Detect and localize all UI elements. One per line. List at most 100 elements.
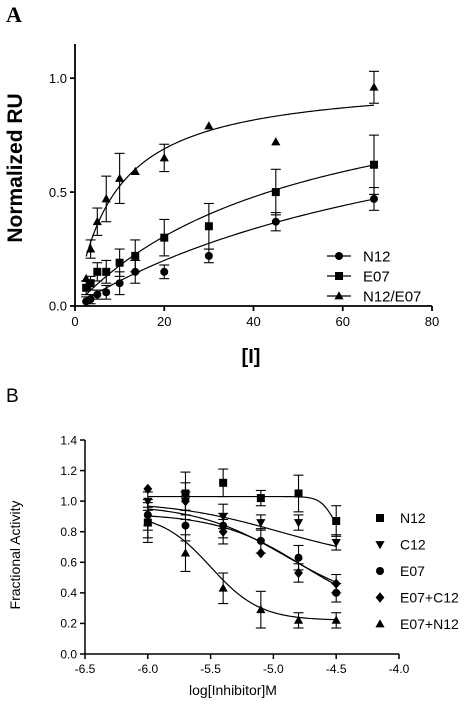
panel-a-point-n12	[102, 288, 111, 297]
panel-a-point-n12-e07	[159, 153, 169, 162]
panel-a-y-axis-label: Normalized RU	[4, 93, 27, 242]
panel-a-legend-label-e07: E07	[363, 268, 390, 285]
panel-b-y-tick-label: 0.4	[60, 586, 77, 600]
panel-a-legend-marker-e07	[335, 272, 343, 280]
panel-a-fit-curve-n12-e07	[85, 104, 375, 257]
panel-a-x-tick-label: 60	[336, 314, 350, 329]
panel-b-y-tick-label: 1.0	[60, 494, 77, 508]
panel-a-point-n12	[369, 194, 378, 203]
panel-a-point-n12-e07	[101, 194, 111, 203]
panel-a-point-n12	[204, 251, 213, 260]
panel-a-point-n12-e07	[86, 244, 96, 253]
panel-b-point-e07-c12	[294, 567, 303, 579]
panel-a-y-tick-label: 0.0	[49, 299, 67, 314]
panel-a-x-tick-label: 40	[246, 314, 260, 329]
panel-b-point-c12	[293, 519, 304, 528]
panel-a-label: A	[6, 2, 22, 27]
panel-b-fit-curve-n12	[147, 495, 337, 524]
panel-a-legend-marker-n12-e07	[334, 291, 344, 300]
panel-b-point-e07-n12	[256, 604, 266, 614]
panel-a-point-n12-e07	[271, 137, 281, 146]
panel-a-y-tick-label: 1.0	[49, 71, 67, 86]
panel-b-point-e07-c12	[143, 483, 153, 495]
panel-b-y-tick-label: 0.2	[60, 617, 77, 631]
panel-a-x-tick-label: 20	[157, 314, 171, 329]
panel-b-y-axis-label: Fractional Activity	[7, 501, 23, 610]
panel-a-point-e07	[82, 283, 91, 292]
panel-b-point-c12	[256, 519, 266, 528]
panel-b-label: B	[6, 386, 19, 407]
panel-b-point-e07-c12	[218, 526, 228, 537]
panel-a-fit-curve-n12	[85, 198, 375, 300]
panel-b-point-n12	[332, 517, 341, 526]
panel-a-point-e07	[131, 251, 140, 260]
panel-b-x-tick-label: -5.0	[263, 662, 284, 676]
panel-a-point-n12-e07	[92, 216, 102, 226]
panel-b-fit-curve-e07-n12	[147, 520, 337, 621]
panel-b-plot: -6.5 -6.0 -5.5 -5.0 -4.5 -4.0 0.0 0.2 0.4 0.6 0.8 1…	[60, 433, 459, 676]
panel-a-point-e07	[86, 279, 95, 288]
panel-b-legend-label-n12: N12	[400, 510, 426, 526]
panel-a-point-n12-e07	[115, 173, 125, 182]
panel-b-x-tick-label: -5.5	[200, 662, 221, 676]
panel-b-x-tick-label: -4.5	[326, 662, 347, 676]
panel-b-x-tick-label: -6.5	[75, 662, 96, 676]
panel-a-point-n12	[93, 290, 102, 299]
panel-a-point-e07	[115, 258, 124, 267]
panel-b-point-n12	[219, 478, 228, 487]
panel-b-point-c12	[331, 539, 341, 548]
panel-b-point-e07-n12	[180, 548, 191, 557]
panel-a-legend-label-n12: N12	[363, 248, 391, 265]
panel-a-point-n12-e07	[130, 166, 140, 175]
panel-b-x-tick-label: -6.0	[137, 662, 158, 676]
panel-b-point-e07-c12	[181, 495, 190, 507]
panel-b-point-e07-n12	[331, 615, 341, 624]
panel-a-point-n12-e07	[369, 82, 379, 91]
panel-a-point-e07	[102, 267, 111, 276]
panel-b-point-e07	[181, 521, 190, 530]
panel-b-y-tick-label: 1.2	[60, 464, 77, 478]
panel-a-point-n12	[86, 295, 95, 304]
panel-a-legend-marker-n12	[335, 252, 343, 260]
panel-b-x-tick-label: -4.0	[389, 662, 410, 676]
panel-b-legend-marker-e07-n12	[375, 619, 385, 628]
panel-a-point-e07	[160, 233, 169, 242]
panel-a-legend-label-n12-e07: N12/E07	[363, 288, 421, 305]
panel-b-legend-label-c12: C12	[400, 537, 426, 553]
panel-a-point-e07	[369, 160, 378, 169]
panel-a-x-axis-label: [I]	[242, 346, 261, 368]
panel-b-fit-curve-c12	[147, 505, 337, 547]
panel-b-y-tick-label: 0.0	[60, 647, 77, 661]
panel-a-point-n12-e07	[204, 121, 214, 130]
panel-b-point-e07-n12	[143, 517, 153, 526]
panel-b-y-tick-label: 0.8	[60, 525, 77, 539]
panel-b-point-n12	[256, 494, 265, 503]
panel-b-x-axis-label: log[Inhibitor]M	[189, 682, 277, 698]
panel-b-y-tick-label: 0.6	[60, 556, 77, 570]
panel-a-point-e07	[204, 222, 213, 231]
panel-b-legend-marker-e07	[376, 567, 384, 575]
panel-b-y-tick-label: 1.4	[60, 433, 77, 447]
panel-b-legend-marker-e07-c12	[375, 592, 385, 603]
panel-a-point-e07	[93, 267, 102, 276]
panel-b-legend-label-e07-c12: E07+C12	[400, 590, 459, 606]
panel-a-point-n12-e07	[81, 273, 91, 283]
panel-b-point-e07	[294, 553, 303, 562]
panel-b-fit-curve-e07	[147, 515, 337, 586]
panel-b-legend-label-e07: E07	[400, 563, 425, 579]
panel-a-point-n12	[115, 279, 124, 288]
panel-b-point-e07-n12	[218, 583, 228, 592]
panel-a-plot: 0 20 40 60 80 0.0 0.5 1.0 N12 E07 N12/E07	[49, 44, 439, 329]
panel-b-point-e07-c12	[331, 578, 341, 589]
panel-b-point-e07-c12	[256, 547, 266, 559]
panel-a-point-e07	[271, 188, 280, 197]
panel-b-legend-marker-c12	[375, 541, 385, 550]
panel-b-point-e07-n12	[293, 615, 304, 624]
panel-b-legend-label-e07-n12: E07+N12	[400, 616, 459, 632]
panel-a-point-n12	[160, 267, 169, 276]
panel-a-y-tick-label: 0.5	[49, 185, 67, 200]
panel-a-point-n12	[271, 217, 280, 226]
panel-b-fit-curve-e07-c12	[147, 508, 337, 583]
panel-b-legend-marker-n12	[376, 514, 384, 522]
